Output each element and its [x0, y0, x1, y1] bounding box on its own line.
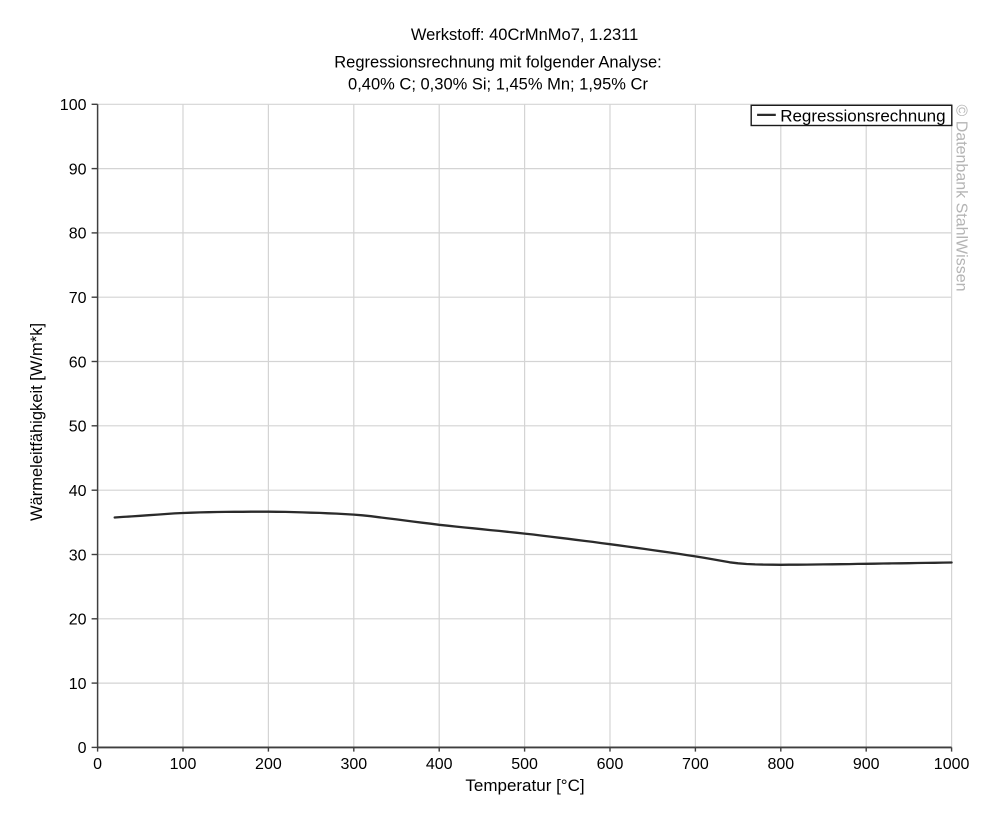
- svg-text:400: 400: [426, 756, 453, 773]
- svg-text:Temperatur [°C]: Temperatur [°C]: [465, 776, 584, 795]
- svg-text:Wärmeleitfähigkeit [W/m*k]: Wärmeleitfähigkeit [W/m*k]: [28, 323, 46, 521]
- svg-text:900: 900: [853, 756, 880, 773]
- svg-text:90: 90: [69, 161, 87, 178]
- svg-text:300: 300: [340, 756, 367, 773]
- svg-text:40: 40: [69, 483, 87, 500]
- svg-text:50: 50: [69, 419, 87, 436]
- svg-text:100: 100: [60, 97, 87, 114]
- svg-text:600: 600: [597, 756, 624, 773]
- svg-text:Regressionsrechnung: Regressionsrechnung: [780, 107, 945, 126]
- svg-text:Werkstoff: 40CrMnMo7, 1.2311: Werkstoff: 40CrMnMo7, 1.2311: [411, 26, 638, 44]
- svg-text:70: 70: [69, 290, 87, 307]
- svg-text:0: 0: [93, 756, 102, 773]
- svg-text:Regressionsrechnung mit folgen: Regressionsrechnung mit folgender Analys…: [334, 54, 661, 72]
- svg-text:30: 30: [69, 547, 87, 564]
- svg-text:© Datenbank StahlWissen: © Datenbank StahlWissen: [953, 105, 970, 292]
- svg-text:1000: 1000: [934, 756, 970, 773]
- svg-text:0: 0: [78, 740, 87, 757]
- svg-text:100: 100: [170, 756, 197, 773]
- svg-text:700: 700: [682, 756, 709, 773]
- svg-text:60: 60: [69, 354, 87, 371]
- svg-text:200: 200: [255, 756, 282, 773]
- svg-text:500: 500: [511, 756, 538, 773]
- svg-text:20: 20: [69, 612, 87, 629]
- svg-text:800: 800: [767, 756, 794, 773]
- svg-text:80: 80: [69, 226, 87, 243]
- svg-text:0,40% C; 0,30% Si; 1,45% Mn; 1: 0,40% C; 0,30% Si; 1,45% Mn; 1,95% Cr: [348, 76, 648, 94]
- svg-text:10: 10: [69, 676, 87, 693]
